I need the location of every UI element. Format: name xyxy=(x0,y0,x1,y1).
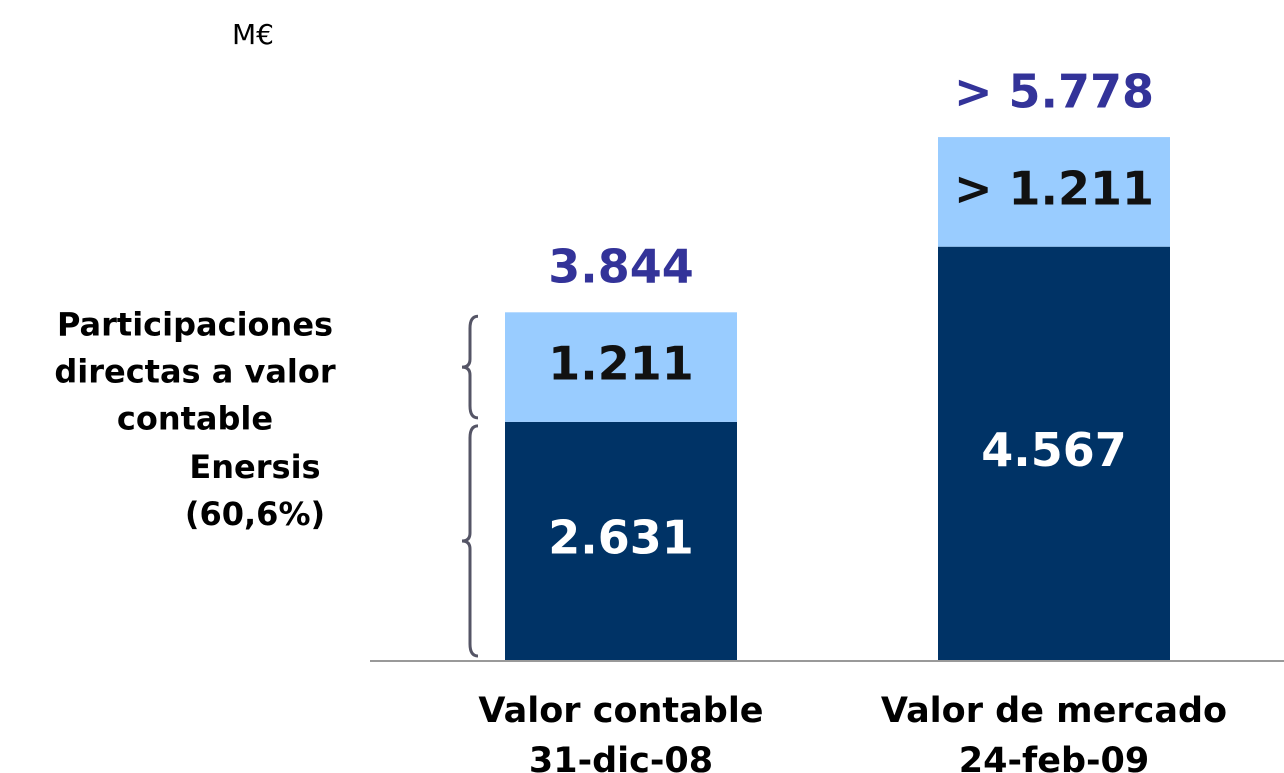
value-label: 1.211 xyxy=(548,337,694,391)
x-tick-label: Valor contable xyxy=(478,691,763,731)
bar-segment xyxy=(938,137,1170,247)
unit-label: M€ xyxy=(232,18,274,51)
legend-label: Enersis (60,6%) xyxy=(184,447,326,533)
legend-label: Participaciones directas a valor contabl… xyxy=(54,305,336,438)
value-label: 2.631 xyxy=(548,510,694,564)
brace xyxy=(461,424,479,658)
value-label: 4.567 xyxy=(981,423,1127,477)
x-tick-label: Valor de mercado xyxy=(881,691,1227,731)
x-tick-label: 31-dic-08 xyxy=(529,741,713,773)
x-tick-label: 24-feb-09 xyxy=(959,741,1149,773)
bar-segment xyxy=(505,421,737,660)
total-label: > 5.778 xyxy=(954,65,1154,119)
brace xyxy=(461,314,479,420)
bar-segment xyxy=(938,246,1170,660)
bar-segment xyxy=(505,312,737,422)
value-label: > 1.211 xyxy=(954,161,1154,215)
total-label: 3.844 xyxy=(548,240,694,294)
